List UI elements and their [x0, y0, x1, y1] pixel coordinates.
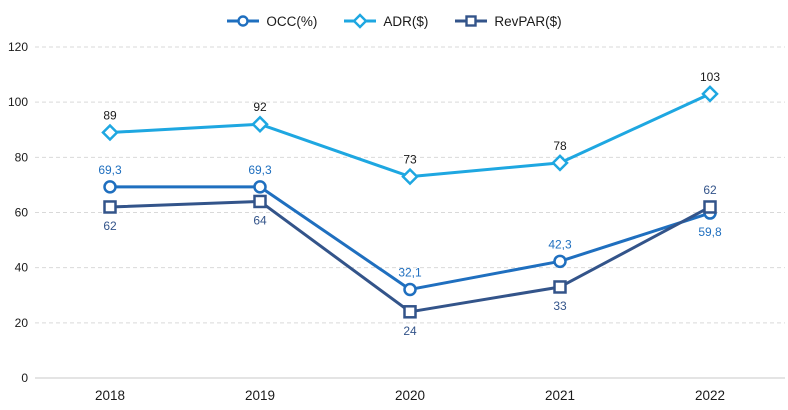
x-axis-tick-label: 2019 [245, 388, 275, 403]
y-axis-tick-label: 40 [15, 261, 29, 275]
data-point-revpar-2020[interactable] [403, 305, 417, 319]
legend-circle-marker-icon [227, 15, 260, 27]
legend-label: RevPAR($) [494, 13, 562, 29]
legend-label: ADR($) [383, 13, 429, 29]
data-label-adr-2021: 78 [553, 139, 567, 153]
legend-item-revpar[interactable]: RevPAR($) [454, 13, 562, 29]
y-axis-tick-label: 20 [15, 316, 29, 330]
data-label-revpar-2022: 62 [703, 183, 717, 197]
y-axis-tick-label: 80 [15, 150, 29, 164]
data-label-revpar-2021: 33 [553, 299, 567, 313]
data-label-revpar-2018: 62 [103, 219, 117, 233]
data-point-revpar-2021[interactable] [553, 280, 567, 294]
data-point-revpar-2022[interactable] [703, 200, 717, 214]
x-axis-tick-label: 2018 [95, 388, 125, 403]
x-axis-tick-label: 2021 [545, 388, 575, 403]
data-point-adr-2022[interactable] [701, 85, 719, 103]
data-label-revpar-2020: 24 [403, 324, 417, 338]
data-label-occ-2018: 69,3 [98, 163, 122, 177]
data-point-occ-2020[interactable] [403, 282, 417, 297]
legend-diamond-marker-icon [344, 13, 377, 29]
data-point-occ-2021[interactable] [553, 254, 567, 269]
legend-item-adr[interactable]: ADR($) [343, 13, 428, 29]
y-axis-tick-label: 0 [21, 371, 28, 385]
data-point-revpar-2018[interactable] [103, 200, 117, 214]
data-label-occ-2020: 32,1 [398, 265, 422, 279]
data-point-adr-2021[interactable] [551, 154, 569, 172]
y-axis-tick-label: 60 [15, 206, 29, 220]
chart-legend: OCC(%) ADR($) RevPAR($) [0, 8, 788, 34]
legend-label: OCC(%) [266, 13, 318, 29]
y-axis-tick-label: 120 [8, 40, 28, 54]
data-label-adr-2019: 92 [253, 100, 267, 114]
data-point-adr-2019[interactable] [251, 115, 269, 134]
data-label-occ-2021: 42,3 [548, 237, 572, 251]
data-label-adr-2020: 73 [403, 153, 417, 167]
data-point-adr-2020[interactable] [401, 167, 419, 186]
data-label-adr-2022: 103 [700, 70, 720, 84]
data-label-occ-2022: 59,8 [698, 225, 722, 239]
data-label-adr-2018: 89 [103, 109, 117, 123]
data-point-occ-2018[interactable] [103, 180, 117, 194]
data-point-occ-2019[interactable] [253, 180, 267, 194]
x-axis-tick-label: 2020 [395, 388, 425, 403]
x-axis-tick-label: 2022 [695, 388, 725, 403]
data-label-revpar-2019: 64 [253, 213, 267, 227]
y-axis-tick-label: 100 [8, 95, 28, 109]
data-point-revpar-2019[interactable] [253, 194, 267, 209]
data-point-adr-2018[interactable] [101, 123, 119, 142]
data-label-occ-2019: 69,3 [248, 163, 272, 177]
legend-item-occ[interactable]: OCC(%) [226, 13, 317, 29]
legend-square-marker-icon [455, 15, 488, 27]
plot-area: 0 20 40 60 80 100 120 2018 2019 2020 2021 2022 69,3 6… [8, 40, 785, 403]
